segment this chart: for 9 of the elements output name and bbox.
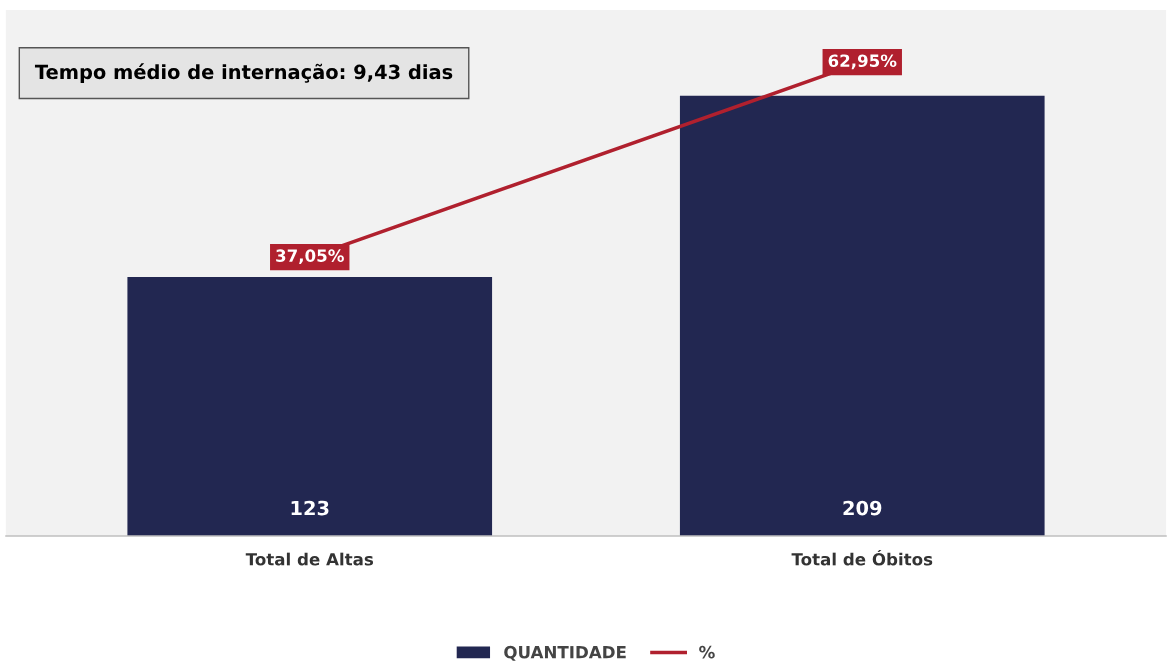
legend-label: QUANTIDADE [504, 645, 626, 661]
data-label: 123 [291, 500, 329, 516]
data-label: 209 [843, 500, 882, 516]
x-tick-label: Total de Altas [245, 552, 374, 566]
data-label: 62,95% [828, 54, 897, 70]
x-tick-label: Total de Óbitos [791, 549, 933, 566]
data-label: 37,05% [276, 249, 344, 265]
legend-label: % [699, 645, 715, 659]
text: Tempo médio de internação: 9,43 dias [34, 63, 453, 83]
